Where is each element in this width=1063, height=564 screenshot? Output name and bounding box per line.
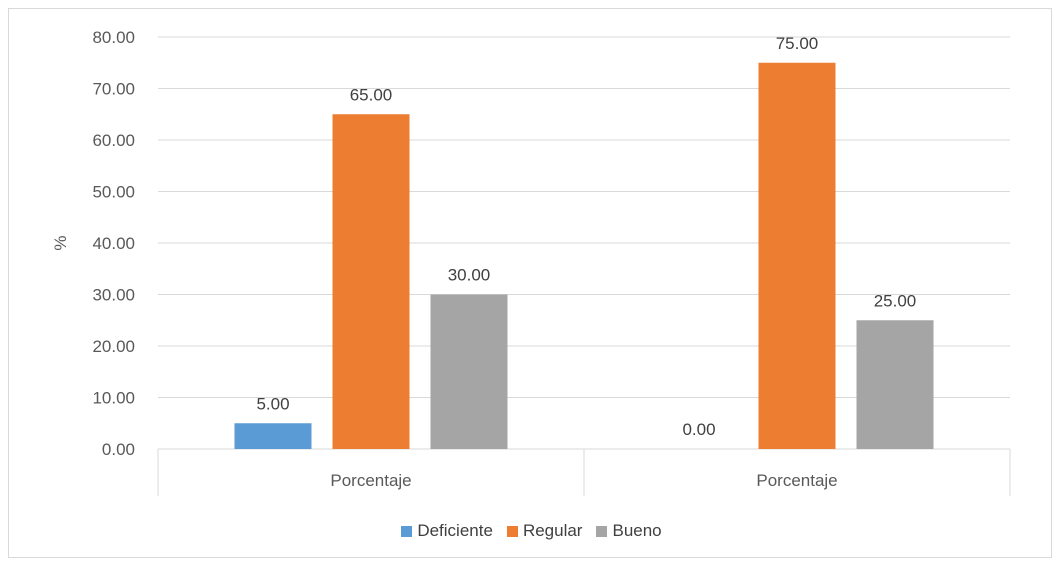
legend-swatch bbox=[506, 525, 518, 537]
bar-regular bbox=[332, 114, 410, 449]
y-tick-label: 0.00 bbox=[102, 440, 135, 459]
legend-item: Deficiente bbox=[401, 521, 493, 541]
data-label: 0.00 bbox=[682, 420, 715, 439]
y-tick-label: 10.00 bbox=[92, 389, 135, 408]
bar-bueno bbox=[430, 294, 508, 449]
y-tick-label: 40.00 bbox=[92, 234, 135, 253]
y-tick-label: 50.00 bbox=[92, 183, 135, 202]
legend-item: Regular bbox=[506, 521, 583, 541]
legend-label: Regular bbox=[522, 521, 583, 540]
bar-bueno bbox=[856, 320, 934, 449]
x-category-label: Porcentaje bbox=[330, 471, 411, 490]
y-axis-title: % bbox=[51, 235, 70, 250]
x-category-label: Porcentaje bbox=[756, 471, 837, 490]
y-axis-ticks: 0.00 10.00 20.00 30.00 40.00 50.00 60.00 70.00 8… bbox=[92, 28, 135, 459]
legend-label: Deficiente bbox=[417, 521, 493, 540]
legend: Deficiente Regular Bueno bbox=[0, 521, 1063, 541]
data-label: 5.00 bbox=[256, 394, 289, 413]
legend-swatch bbox=[596, 525, 608, 537]
bar-deficiente bbox=[234, 423, 312, 449]
y-tick-label: 60.00 bbox=[92, 131, 135, 150]
legend-item: Bueno bbox=[596, 521, 662, 541]
data-labels: 5.00 65.00 30.00 0.00 75.00 25.00 bbox=[256, 34, 916, 439]
data-label: 75.00 bbox=[776, 34, 819, 53]
legend-swatch bbox=[401, 525, 413, 537]
y-tick-label: 30.00 bbox=[92, 286, 135, 305]
x-axis: Porcentaje Porcentaje bbox=[157, 449, 1011, 496]
data-label: 65.00 bbox=[350, 85, 393, 104]
y-tick-label: 20.00 bbox=[92, 337, 135, 356]
data-label: 25.00 bbox=[874, 291, 917, 310]
chart-frame bbox=[8, 8, 1052, 558]
y-tick-label: 80.00 bbox=[92, 28, 135, 47]
data-label: 30.00 bbox=[448, 266, 491, 285]
y-tick-label: 70.00 bbox=[92, 80, 135, 99]
bar-regular bbox=[758, 62, 836, 449]
bars bbox=[234, 62, 934, 449]
legend-label: Bueno bbox=[612, 521, 662, 540]
